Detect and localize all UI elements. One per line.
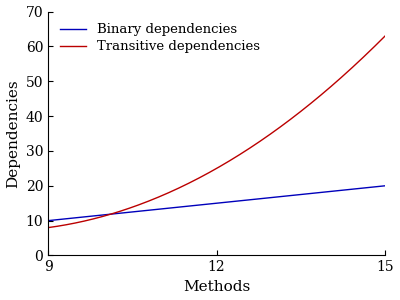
Binary dependencies (252, 197, 257, 201)
Transitive dependencies (246, 147, 251, 151)
X-axis label: Methods: Methods (183, 280, 250, 294)
Transitive dependencies (252, 143, 257, 147)
Transitive dependencies (330, 84, 334, 87)
Binary dependencies (246, 198, 251, 202)
Binary dependencies (330, 190, 334, 193)
Line: Binary dependencies: Binary dependencies (48, 186, 385, 220)
Legend: Binary dependencies, Transitive dependencies: Binary dependencies, Transitive dependen… (55, 18, 265, 59)
Binary dependencies (46, 219, 50, 222)
Transitive dependencies (46, 226, 50, 230)
Transitive dependencies (47, 226, 52, 229)
Transitive dependencies (383, 34, 388, 38)
Transitive dependencies (245, 148, 250, 151)
Binary dependencies (383, 184, 388, 188)
Y-axis label: Dependencies: Dependencies (6, 79, 20, 188)
Binary dependencies (47, 219, 52, 222)
Line: Transitive dependencies: Transitive dependencies (48, 36, 385, 228)
Transitive dependencies (351, 64, 356, 68)
Binary dependencies (245, 198, 250, 202)
Binary dependencies (351, 187, 356, 191)
